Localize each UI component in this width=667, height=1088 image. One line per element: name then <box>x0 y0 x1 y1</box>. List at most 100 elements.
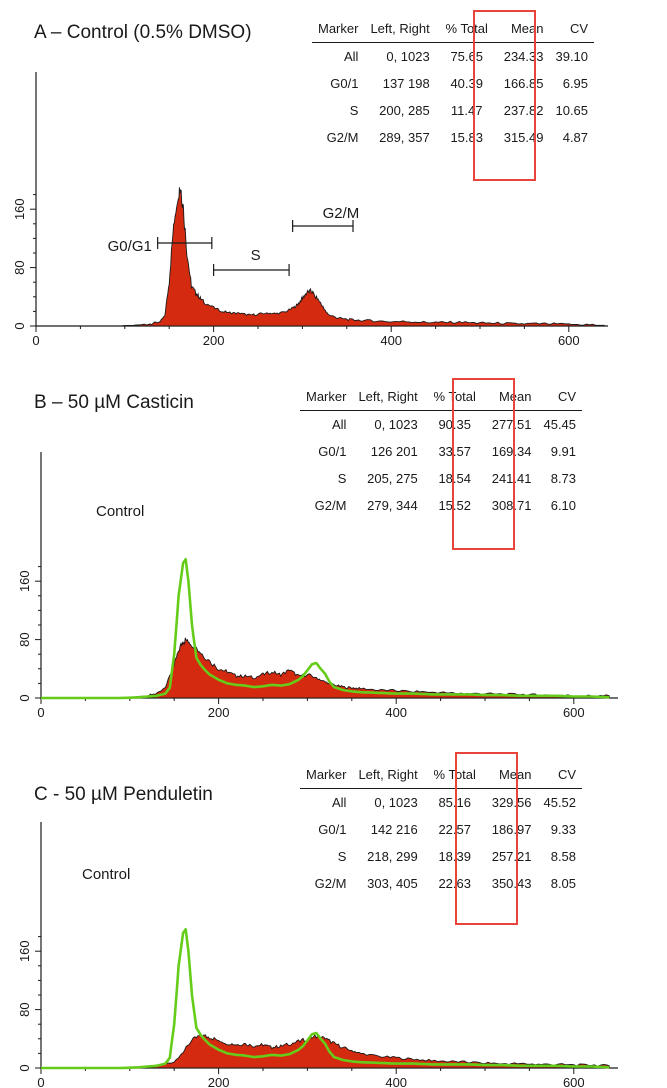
cell-mean: 166.85 <box>503 76 544 91</box>
cell-marker: G0/1 <box>330 76 359 91</box>
cell-marker: S <box>337 849 347 864</box>
header-row: Marker Left, Right % Total Mean CV <box>312 18 595 43</box>
control-line <box>41 928 610 1070</box>
col-percent-total: % Total <box>423 386 486 411</box>
cell-percent-total: 15.52 <box>438 498 471 513</box>
cell-mean: 234.33 <box>503 49 544 64</box>
x-tick-label: 400 <box>385 705 407 720</box>
col-marker: Marker <box>300 764 353 789</box>
gate-label: G0/G1 <box>108 238 152 255</box>
stats-table: Marker Left, Right % Total Mean CV All 0,… <box>300 764 583 897</box>
col-mean: Mean <box>485 386 538 411</box>
panel-b: B – 50 µM Casticin 0 200 400 600 0 80 160 Contr… <box>0 360 667 730</box>
header-row: Marker Left, Right % Total Mean CV <box>300 764 583 789</box>
col-left-right: Left, Right <box>364 18 436 43</box>
cell-percent-total: 18.39 <box>438 849 471 864</box>
table-row: G2/M 303, 405 22.63 350.43 8.05 <box>300 870 582 897</box>
cell-cv: 45.45 <box>543 417 577 432</box>
cell-percent-total: 22.57 <box>438 822 471 837</box>
header-row: Marker Left, Right % Total Mean CV <box>300 386 583 411</box>
table-row: S 205, 275 18.54 241.41 8.73 <box>300 465 582 492</box>
cell-cv: 8.73 <box>550 471 577 486</box>
cell-mean: 237.82 <box>503 103 544 118</box>
x-tick-label: 200 <box>208 705 230 720</box>
cell-marker: S <box>349 103 359 118</box>
histogram-plot: 0 200 400 600 0 80 160 G0/G1 S G2/M <box>12 72 608 348</box>
control-line <box>41 558 610 700</box>
y-tick-label: 0 <box>17 1064 32 1071</box>
col-left-right: Left, Right <box>352 764 424 789</box>
cell-percent-total: 90.35 <box>438 417 471 432</box>
x-tick-label: 600 <box>563 1075 585 1088</box>
cell-left-right: 200, 285 <box>379 103 430 118</box>
histogram-plot: 0 200 400 600 0 80 160 Control <box>17 452 618 720</box>
table-row: All 0, 1023 85.16 329.56 45.52 <box>300 789 582 817</box>
col-marker: Marker <box>312 18 365 43</box>
cell-cv: 6.95 <box>562 76 589 91</box>
percent-total-highlight <box>455 752 518 925</box>
col-left-right: Left, Right <box>352 386 424 411</box>
cell-left-right: 126 201 <box>370 444 418 459</box>
col-mean: Mean <box>485 764 538 789</box>
cell-cv: 9.33 <box>550 822 577 837</box>
control-label: Control <box>82 866 130 883</box>
table-row: G0/1 126 201 33.57 169.34 9.91 <box>300 438 582 465</box>
cell-left-right: 137 198 <box>382 76 430 91</box>
cell-mean: 277.51 <box>491 417 532 432</box>
cell-mean: 350.43 <box>491 876 532 891</box>
cell-marker: G0/1 <box>318 444 347 459</box>
cell-marker: All <box>332 417 347 432</box>
y-tick-label: 0 <box>12 322 27 329</box>
y-tick-label: 0 <box>17 694 32 701</box>
cell-left-right: 0, 1023 <box>386 49 430 64</box>
cell-mean: 186.97 <box>491 822 532 837</box>
y-tick-label: 80 <box>17 1002 32 1016</box>
cell-cv: 45.52 <box>543 795 577 810</box>
col-percent-total: % Total <box>435 18 498 43</box>
cell-marker: G0/1 <box>318 822 347 837</box>
x-tick-label: 200 <box>203 333 225 348</box>
table-row: S 218, 299 18.39 257.21 8.58 <box>300 843 582 870</box>
gate-label: S <box>251 247 261 264</box>
cell-percent-total: 22.63 <box>438 876 471 891</box>
cell-left-right: 142 216 <box>370 822 418 837</box>
histogram-area <box>36 187 605 327</box>
panel-title: A – Control (0.5% DMSO) <box>34 22 252 43</box>
cell-cv: 4.87 <box>562 130 589 145</box>
histogram-area <box>40 637 610 699</box>
col-percent-total: % Total <box>423 764 486 789</box>
col-cv: CV <box>537 764 583 789</box>
cell-left-right: 0, 1023 <box>374 795 418 810</box>
cell-left-right: 218, 299 <box>367 849 418 864</box>
histogram-plot: 0 200 400 600 0 80 160 Control <box>17 822 618 1088</box>
cell-cv: 39.10 <box>555 49 589 64</box>
cell-cv: 6.10 <box>550 498 577 513</box>
x-tick-label: 400 <box>380 333 402 348</box>
cell-percent-total: 18.54 <box>438 471 471 486</box>
cell-marker: S <box>337 471 347 486</box>
panel-a: A – Control (0.5% DMSO) 0 200 400 600 0 80 160… <box>0 0 667 350</box>
control-label: Control <box>96 503 144 520</box>
cell-mean: 241.41 <box>491 471 532 486</box>
cell-cv: 10.65 <box>555 103 589 118</box>
x-tick-label: 600 <box>563 705 585 720</box>
cell-cv: 9.91 <box>550 444 577 459</box>
cell-mean: 308.71 <box>491 498 532 513</box>
percent-total-highlight <box>452 378 515 550</box>
cell-left-right: 289, 357 <box>379 130 430 145</box>
stats-table: Marker Left, Right % Total Mean CV All 0,… <box>312 18 595 151</box>
cell-mean: 257.21 <box>491 849 532 864</box>
cell-cv: 8.05 <box>550 876 577 891</box>
x-tick-label: 200 <box>208 1075 230 1088</box>
table-row: All 0, 1023 90.35 277.51 45.45 <box>300 411 582 439</box>
stats-table: Marker Left, Right % Total Mean CV All 0,… <box>300 386 583 519</box>
table-row: All 0, 1023 75.65 234.33 39.10 <box>312 43 594 71</box>
panel-title: C - 50 µM Penduletin <box>34 784 213 805</box>
table-row: G0/1 142 216 22.57 186.97 9.33 <box>300 816 582 843</box>
cell-marker: G2/M <box>314 498 347 513</box>
histogram-area <box>40 1034 610 1069</box>
y-tick-label: 160 <box>17 570 32 592</box>
cell-mean: 329.56 <box>491 795 532 810</box>
table-row: G2/M 279, 344 15.52 308.71 6.10 <box>300 492 582 519</box>
cell-marker: G2/M <box>326 130 359 145</box>
